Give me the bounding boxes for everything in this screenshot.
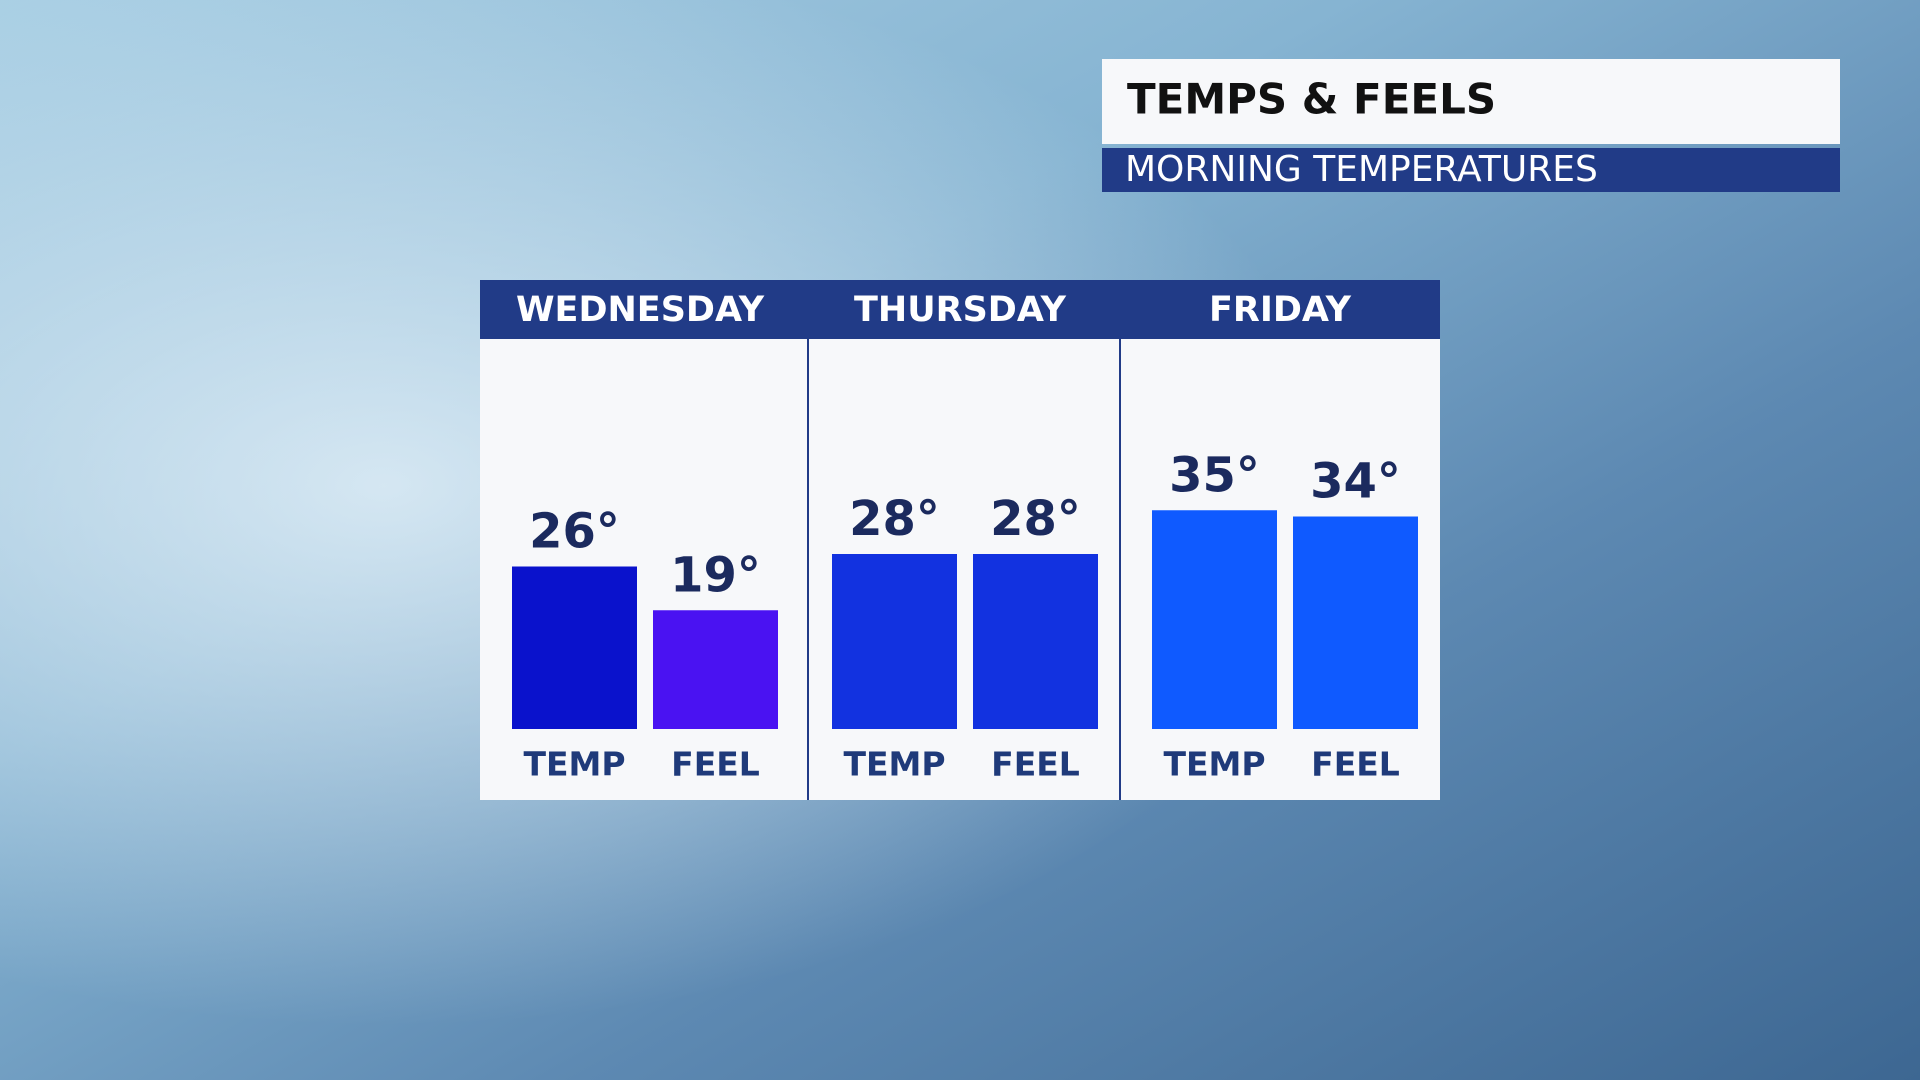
series-label: FEEL bbox=[1311, 745, 1400, 784]
value-label: 26° bbox=[529, 504, 620, 560]
day-label: FRIDAY bbox=[1209, 290, 1352, 330]
panel-header bbox=[480, 280, 1440, 339]
series-label: TEMP bbox=[1163, 745, 1265, 784]
value-label: 28° bbox=[849, 491, 940, 547]
bar bbox=[973, 554, 1098, 729]
value-label: 34° bbox=[1310, 454, 1401, 510]
value-label: 28° bbox=[990, 491, 1081, 547]
day-label: WEDNESDAY bbox=[516, 290, 765, 330]
panel bbox=[480, 339, 1440, 800]
series-label: FEEL bbox=[671, 745, 760, 784]
series-label: FEEL bbox=[991, 745, 1080, 784]
series-label: TEMP bbox=[523, 745, 625, 784]
title-box bbox=[1102, 59, 1840, 144]
chart-title: TEMPS & FEELS bbox=[1127, 75, 1496, 124]
day-label: THURSDAY bbox=[854, 290, 1067, 330]
value-label: 19° bbox=[670, 547, 761, 603]
series-label: TEMP bbox=[843, 745, 945, 784]
bar bbox=[653, 610, 778, 729]
bar bbox=[512, 566, 637, 729]
chart-subtitle: MORNING TEMPERATURES bbox=[1125, 149, 1598, 190]
bar bbox=[1293, 516, 1418, 729]
bar bbox=[1152, 510, 1277, 729]
subtitle-box bbox=[1102, 148, 1840, 192]
value-label: 35° bbox=[1169, 447, 1260, 503]
bar bbox=[832, 554, 957, 729]
